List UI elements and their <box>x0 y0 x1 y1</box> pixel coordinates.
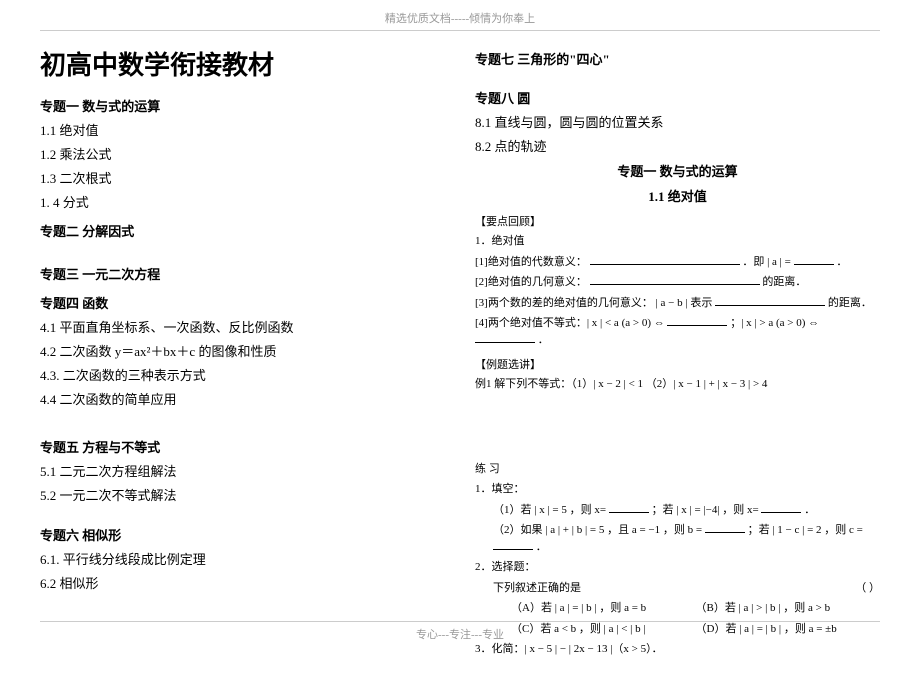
toc-8-2: 8.2 点的轨迹 <box>475 136 880 155</box>
l4a: [3]两个数的差的绝对值的几何意义： <box>475 297 653 309</box>
toc-1-3: 1.3 二次根式 <box>40 168 445 187</box>
toc-4-3: 4.3. 二次函数的三种表示方式 <box>40 365 445 384</box>
p1-2p: ． <box>536 541 547 553</box>
l3b: 的距离． <box>762 276 806 288</box>
p1: 1．填空： <box>475 481 880 498</box>
topic-1: 专题一 数与式的运算 1.1 绝对值 1.2 乘法公式 1.3 二次根式 1. … <box>40 96 445 211</box>
topic-4: 专题四 函数 4.1 平面直角坐标系、一次函数、反比例函数 4.2 二次函数 y… <box>40 293 445 408</box>
line-2: [1]绝对值的代数意义： ．即 | a | = ． <box>475 254 880 271</box>
l4c: 的距离． <box>828 297 872 309</box>
p1-1p: ． <box>804 504 815 516</box>
l5a: [4]两个绝对值不等式：| x | < a (a > 0) ⇔ <box>475 317 665 329</box>
p1-2: （2）如果 | a | + | b | = 5 ，且 a = −1 ，则 b =… <box>493 522 880 555</box>
example-1: 例1 解下列不等式：（1）| x − 2 | < 1 （2）| x − 1 | … <box>475 376 880 393</box>
topic-5-head: 专题五 方程与不等式 <box>40 437 445 456</box>
toc-1-2: 1.2 乘法公式 <box>40 144 445 163</box>
p2a: （A）若 | a | = | b | ，则 a = b <box>511 600 696 617</box>
l3a: [2]绝对值的几何意义： <box>475 276 587 288</box>
spacer <box>475 397 880 457</box>
l4b: 表示 <box>690 297 712 309</box>
toc-1-4: 1. 4 分式 <box>40 192 445 211</box>
toc-4-1: 4.1 平面直角坐标系、一次函数、反比例函数 <box>40 317 445 336</box>
toc-5-2: 5.2 一元二次不等式解法 <box>40 485 445 504</box>
practice-head: 练 习 <box>475 461 880 478</box>
line-4: [3]两个数的差的绝对值的几何意义： | a − b | 表示 的距离． <box>475 295 880 312</box>
topic-5: 专题五 方程与不等式 5.1 二元二次方程组解法 5.2 一元二次不等式解法 <box>40 437 445 504</box>
l5b: ；| x | > a (a > 0) ⇔ <box>730 317 819 329</box>
p2b: （B）若 | a | > | b | ，则 a > b <box>696 600 881 617</box>
topic-7-head: 专题七 三角形的"四心" <box>475 49 880 68</box>
p2-row1: （A）若 | a | = | b | ，则 a = b （B）若 | a | >… <box>511 600 880 617</box>
toc-4-2: 4.2 二次函数 y＝ax²＋bx＋c 的图像和性质 <box>40 341 445 360</box>
p2: 2．选择题： <box>475 559 880 576</box>
blank-2 <box>590 254 740 265</box>
blank-2b <box>794 254 834 265</box>
section-recall: 【要点回顾】 <box>475 213 880 229</box>
toc-8-1: 8.1 直线与圆，圆与圆的位置关系 <box>475 112 880 131</box>
right-column: 专题七 三角形的"四心" 专题八 圆 8.1 直线与圆，圆与圆的位置关系 8.2… <box>475 39 880 662</box>
l5p: ． <box>538 334 549 346</box>
toc-4-4: 4.4 二次函数的简单应用 <box>40 389 445 408</box>
blank-p1b <box>761 502 801 513</box>
topic-1-head: 专题一 数与式的运算 <box>40 96 445 115</box>
left-column: 初高中数学衔接教材 专题一 数与式的运算 1.1 绝对值 1.2 乘法公式 1.… <box>40 39 445 662</box>
topic-2-head: 专题二 分解因式 <box>40 221 445 240</box>
blank-p1d <box>493 539 533 550</box>
topic-6: 专题六 相似形 6.1. 平行线分线段成比例定理 6.2 相似形 <box>40 525 445 592</box>
topic-8-head: 专题八 圆 <box>475 88 880 107</box>
blank-4 <box>715 295 825 306</box>
topic-3-head: 专题三 一元二次方程 <box>40 264 445 283</box>
p2q-text: 下列叙述正确的是 <box>493 580 581 597</box>
section-examples: 【例题选讲】 <box>475 356 880 372</box>
toc-6-2: 6.2 相似形 <box>40 573 445 592</box>
page-body: 初高中数学衔接教材 专题一 数与式的运算 1.1 绝对值 1.2 乘法公式 1.… <box>0 31 920 692</box>
p1-1a: （1）若 | x | = 5 ，则 x= <box>493 504 606 516</box>
l2p: ． <box>836 256 847 268</box>
line-3: [2]绝对值的几何意义： 的距离． <box>475 274 880 291</box>
blank-3 <box>590 274 760 285</box>
p2q-paren: （ ） <box>855 580 880 597</box>
p1-2a: （2）如果 | a | + | b | = 5 ，且 a = −1 ，则 b = <box>493 524 702 536</box>
blank-5a <box>667 315 727 326</box>
blank-p1c <box>705 522 745 533</box>
subtitle-2: 1.1 绝对值 <box>475 186 880 205</box>
l2a: [1]绝对值的代数意义： <box>475 256 587 268</box>
p1-1b: ；若 | x | = |−4| ，则 x= <box>652 504 759 516</box>
p1-2b: ；若 | 1 − c | = 2 ，则 c = <box>748 524 863 536</box>
p1-1: （1）若 | x | = 5 ，则 x= ；若 | x | = |−4| ，则 … <box>493 502 880 519</box>
l4expr: | a − b | <box>656 297 688 309</box>
p3: 3．化简：| x − 5 | − | 2x − 13 |（x > 5）． <box>475 641 880 658</box>
subtitle-1: 专题一 数与式的运算 <box>475 161 880 180</box>
toc-6-1: 6.1. 平行线分线段成比例定理 <box>40 549 445 568</box>
page-footer: 专心---专注---专业 <box>40 621 880 642</box>
toc-1-1: 1.1 绝对值 <box>40 120 445 139</box>
line-1: 1．绝对值 <box>475 233 880 250</box>
blank-5b <box>475 332 535 343</box>
topic-4-head: 专题四 函数 <box>40 293 445 312</box>
l2b: ．即 | a | = <box>742 256 791 268</box>
p2q: 下列叙述正确的是 （ ） <box>493 580 880 597</box>
main-title: 初高中数学衔接教材 <box>40 45 445 82</box>
page-header: 精选优质文档-----倾情为你奉上 <box>40 0 880 31</box>
toc-5-1: 5.1 二元二次方程组解法 <box>40 461 445 480</box>
blank-p1a <box>609 502 649 513</box>
line-5: [4]两个绝对值不等式：| x | < a (a > 0) ⇔ ；| x | >… <box>475 315 880 348</box>
topic-6-head: 专题六 相似形 <box>40 525 445 544</box>
